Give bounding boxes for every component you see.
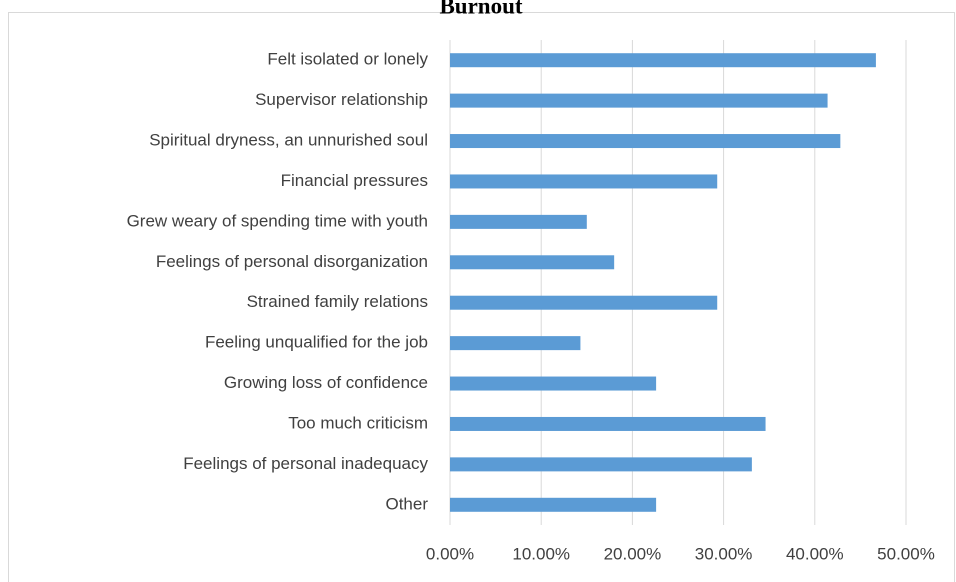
- y-tick-label: Other: [385, 494, 428, 513]
- y-tick-label: Financial pressures: [281, 171, 428, 190]
- y-tick-label: Feeling unqualified for the job: [205, 333, 428, 352]
- y-tick-label: Too much criticism: [288, 413, 428, 432]
- bar: [450, 336, 581, 351]
- y-tick-label: Growing loss of confidence: [224, 373, 428, 392]
- bar: [450, 93, 828, 108]
- x-tick-label: 10.00%: [512, 544, 570, 563]
- x-tick-label: 50.00%: [877, 544, 935, 563]
- chart-title: Burnout: [439, 0, 522, 18]
- bar: [450, 255, 615, 270]
- bar: [450, 53, 876, 68]
- x-tick-label: 30.00%: [695, 544, 753, 563]
- y-tick-label: Strained family relations: [247, 292, 428, 311]
- bar: [450, 497, 657, 512]
- x-tick-label: 20.00%: [604, 544, 662, 563]
- bar: [450, 295, 718, 310]
- bar: [450, 174, 718, 189]
- bar: [450, 457, 752, 472]
- y-tick-label: Supervisor relationship: [255, 90, 428, 109]
- x-tick-label: 0.00%: [426, 544, 474, 563]
- y-tick-label: Spiritual dryness, an unnurished soul: [149, 131, 428, 150]
- bar: [450, 214, 587, 229]
- y-tick-label: Grew weary of spending time with youth: [127, 211, 428, 230]
- bar: [450, 376, 657, 391]
- y-tick-label: Felt isolated or lonely: [267, 50, 428, 69]
- bar: [450, 416, 766, 431]
- bar: [450, 134, 841, 149]
- x-tick-label: 40.00%: [786, 544, 844, 563]
- y-tick-label: Feelings of personal inadequacy: [183, 454, 428, 473]
- y-tick-label: Feelings of personal disorganization: [156, 252, 428, 271]
